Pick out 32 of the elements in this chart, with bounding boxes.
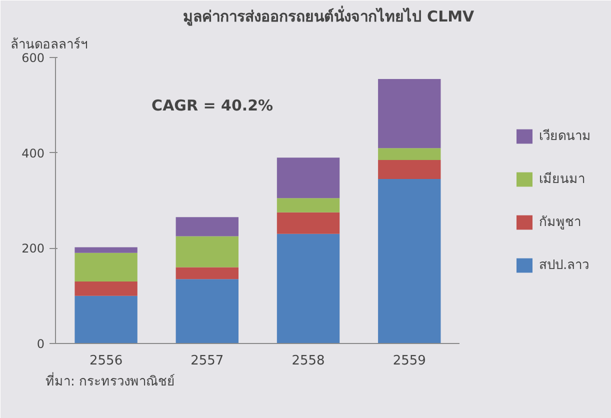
bar	[378, 78, 441, 148]
bar	[276, 198, 340, 212]
chart-title: มูลค่าการส่งออกรถยนต์นั่งจากไทยไป CLMV	[182, 6, 475, 26]
y-axis-title: ล้านดอลลาร์ฯ	[10, 36, 88, 52]
legend-label: เวียดนาม	[539, 128, 591, 146]
y-tick-label: 0	[36, 337, 45, 351]
bar	[378, 148, 441, 160]
legend-label: เมียนมา	[539, 170, 585, 189]
bar	[378, 160, 441, 180]
bar	[74, 247, 138, 253]
text: ที่มา: กระทรวงพาณิชย์	[46, 372, 176, 390]
bar	[276, 234, 340, 344]
legend-label: กัมพูชา	[539, 214, 581, 232]
bar	[74, 282, 138, 296]
x-tick-label: 2557	[190, 354, 224, 368]
y-tick-label: 200	[22, 242, 44, 256]
annotation: CAGR = 40.2%	[152, 96, 274, 115]
bar	[176, 267, 239, 280]
bar	[176, 279, 239, 344]
bar	[74, 296, 138, 344]
x-tick-label: 2556	[90, 354, 123, 368]
bar	[176, 217, 239, 236]
x-tick-label: 2559	[392, 354, 426, 368]
bar	[176, 236, 239, 268]
bar	[74, 252, 138, 282]
y-tick-label: 600	[22, 51, 44, 65]
bar	[276, 158, 340, 198]
y-tick-label: 400	[22, 146, 44, 160]
bar	[378, 179, 441, 344]
bar	[276, 212, 340, 234]
legend-label: สปป.ลาว	[539, 257, 590, 275]
x-tick-label: 2558	[292, 354, 325, 368]
